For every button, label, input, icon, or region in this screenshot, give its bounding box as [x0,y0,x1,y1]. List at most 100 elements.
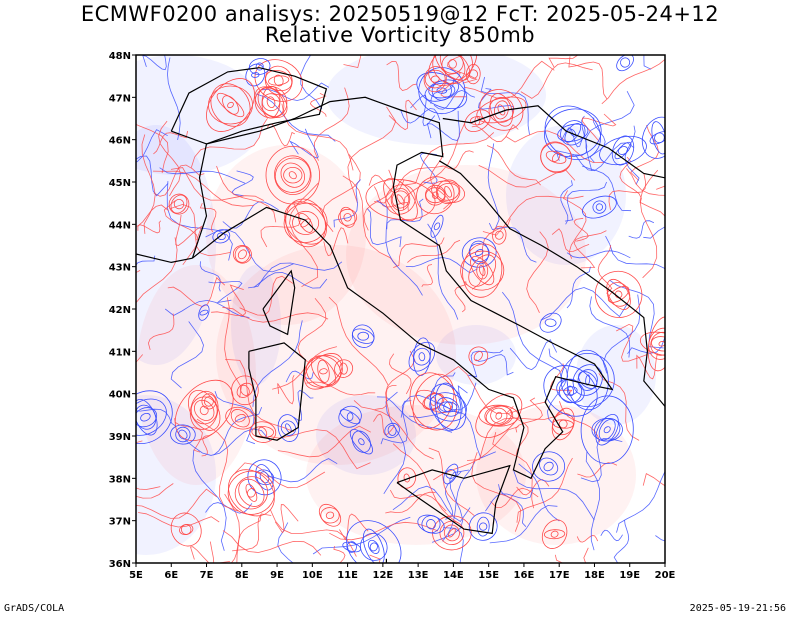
vorticity-contour [192,449,227,551]
vorticity-contour-ring [582,195,617,219]
vorticity-contour-ring [551,407,575,441]
vorticity-contour [433,89,476,110]
vorticity-contour-ring [592,200,607,214]
vorticity-contour-ring [614,141,632,160]
vorticity-contour-ring [468,346,489,366]
vorticity-contour-ring [362,528,385,563]
vorticity-contour-ring [445,469,457,479]
vorticity-patch [306,405,526,545]
vorticity-contour [471,452,521,532]
vorticity-contour [564,181,607,222]
vorticity-contour-ring [426,519,436,530]
vorticity-contour-ring [497,104,506,116]
vorticity-contour [589,296,631,358]
vorticity-contour-ring [170,512,202,547]
lat-tick-label: 36N [109,559,131,570]
vorticity-contour [208,281,243,304]
vorticity-contour-ring [170,194,188,214]
vorticity-contour [613,519,630,563]
vorticity-contour [222,530,322,556]
coastline [438,160,665,407]
vorticity-contour-ring [464,109,491,133]
vorticity-contour [393,237,445,268]
vorticity-contour-ring [468,69,478,79]
vorticity-contour [347,106,397,204]
vorticity-contour [628,220,655,239]
vorticity-contour-ring [232,245,252,264]
vorticity-contour [170,321,204,389]
vorticity-contour [582,113,617,142]
vorticity-contour [175,214,203,246]
vorticity-contour-ring [136,407,158,428]
vorticity-contour [376,396,453,433]
vorticity-contour [274,504,299,534]
vorticity-contour-ring [439,520,465,546]
lon-tick-label: 5E [129,570,143,581]
vorticity-contour-ring [168,193,190,215]
vorticity-contour-ring [199,309,209,316]
vorticity-contour [380,400,412,445]
vorticity-contour [328,296,389,386]
vorticity-contour-ring [343,213,352,222]
vorticity-contour [468,349,504,378]
vorticity-contour-ring [479,89,524,131]
vorticity-contour [601,58,665,105]
vorticity-contour-ring [651,121,665,155]
vorticity-contour-ring [384,422,400,439]
lon-tick-label: 10E [302,570,323,581]
vorticity-contour-ring [439,55,466,81]
vorticity-contour-ring [298,213,314,233]
vorticity-contour-ring [432,515,472,551]
vorticity-contour-ring [436,87,448,94]
vorticity-contour-ring [444,186,452,198]
vorticity-contour-ring [443,401,453,413]
vorticity-contour [561,127,583,148]
vorticity-contour-ring [566,385,575,397]
vorticity-contour [366,207,402,248]
vorticity-contour-ring [465,64,481,85]
vorticity-contour-ring [448,528,456,538]
vorticity-contour-ring [396,194,405,205]
vorticity-contour-ring [189,390,219,430]
vorticity-contour-ring [403,473,410,483]
vorticity-contour-ring [476,261,489,280]
vorticity-contour [363,169,394,231]
vorticity-contour-ring [385,184,416,215]
vorticity-contour-ring [651,336,665,352]
vorticity-contour-ring [274,157,311,193]
vorticity-contour [136,129,168,163]
vorticity-contour [426,110,460,141]
vorticity-contour [630,124,660,181]
lat-tick-label: 45N [109,178,131,189]
vorticity-contour [136,123,169,174]
vorticity-contour-ring [532,451,566,482]
vorticity-contour [199,202,217,233]
vorticity-contour [643,55,652,70]
vorticity-contour-ring [338,405,362,428]
vorticity-contour-ring [304,354,343,388]
vorticity-contour-ring [580,395,634,464]
vorticity-contour-ring [550,530,559,538]
vorticity-contour [516,457,573,523]
lat-tick-label: 47N [109,93,131,104]
lon-tick-label: 6E [164,570,178,581]
vorticity-contour-ring [488,97,515,123]
vorticity-contour-ring [387,425,397,436]
vorticity-contour [627,335,665,355]
vorticity-contour [585,451,601,551]
vorticity-contour [573,217,589,242]
vorticity-contour [163,200,199,266]
vorticity-contour-ring [620,57,631,68]
vorticity-contour [442,461,476,542]
vorticity-contour-ring [188,390,221,431]
vorticity-contour [498,484,527,527]
vorticity-contour-ring [557,123,589,142]
vorticity-contour [383,391,407,495]
vorticity-contour [440,150,474,170]
coastline [442,105,665,179]
title-line-2: Relative Vorticity 850mb [264,23,536,47]
lon-tick-label: 9E [270,570,284,581]
vorticity-contour-ring [541,519,568,549]
vorticity-contour-ring [351,430,371,453]
vorticity-contour [580,437,623,483]
